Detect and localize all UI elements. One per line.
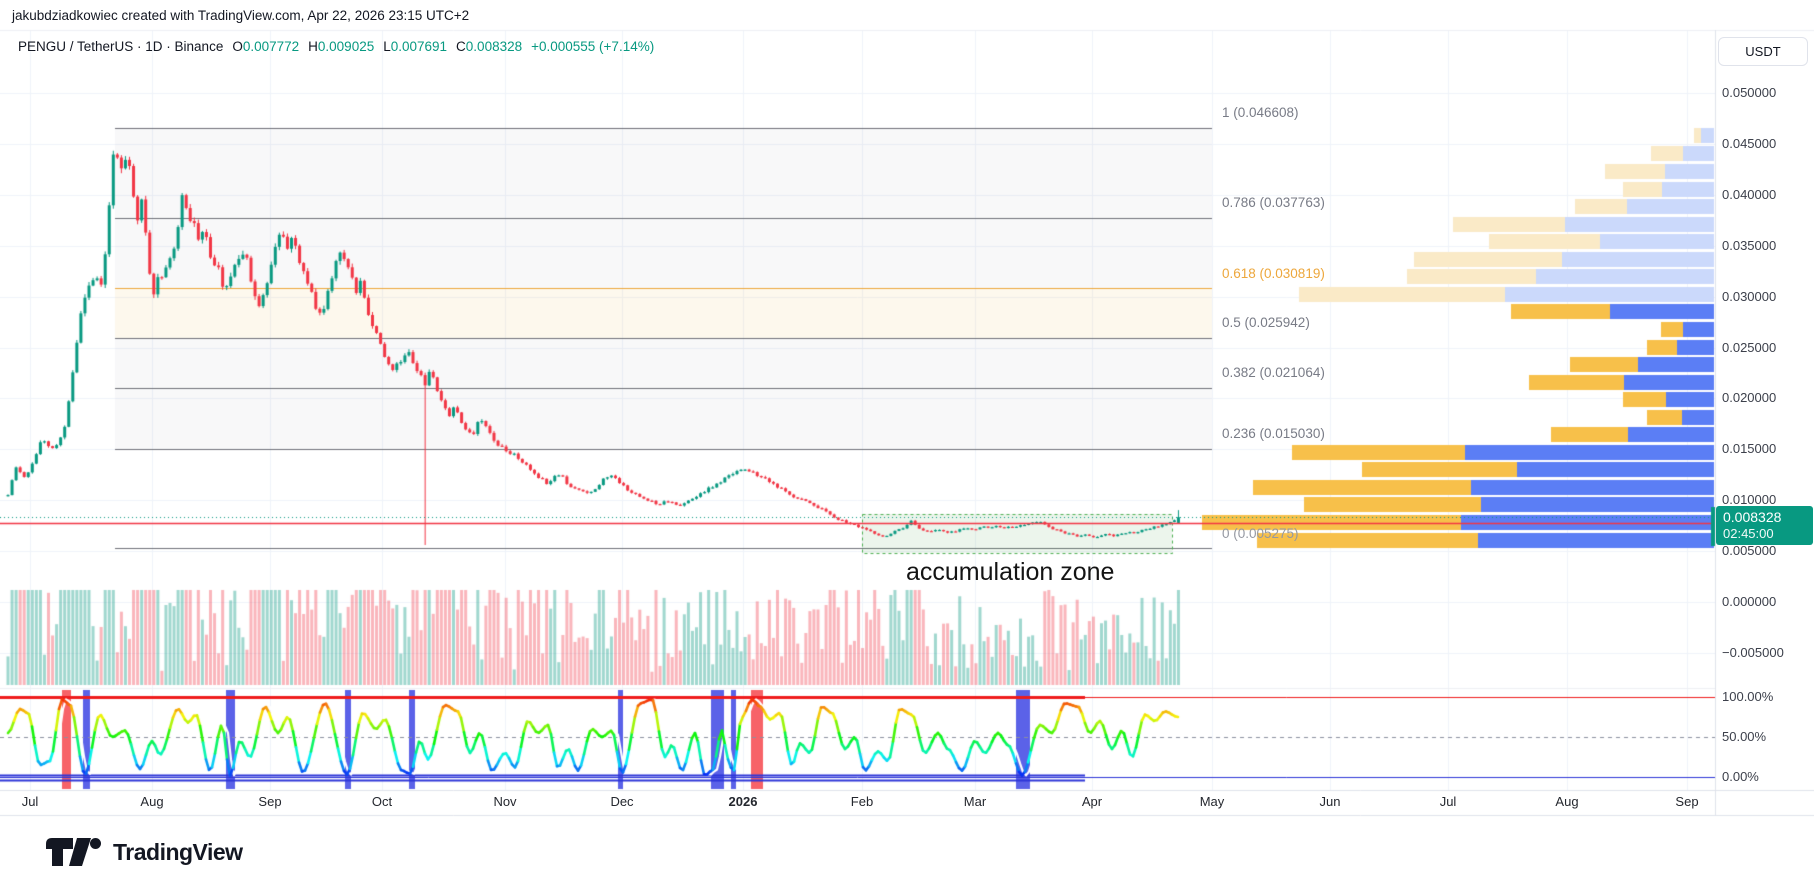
last-price-value: 0.008328: [1723, 509, 1782, 525]
time-tick-label: Jun: [1319, 794, 1341, 809]
time-tick-label: Sep: [258, 794, 282, 809]
tradingview-logo-icon[interactable]: [46, 838, 102, 866]
price-tick-label: 0.010000: [1722, 492, 1777, 508]
price-tick-label: 0.030000: [1722, 288, 1777, 304]
time-tick-label: 2026: [728, 794, 758, 809]
price-tick-label: 0.045000: [1722, 135, 1777, 151]
fib-level-label: 0.786 (0.037763): [1222, 195, 1325, 211]
fib-level-label: 0.382 (0.021064): [1222, 365, 1325, 381]
footer: TradingView: [46, 838, 243, 866]
fib-level-label: 0 (0.005275): [1222, 525, 1299, 541]
candle-countdown: 02:45:00: [1723, 526, 1774, 541]
legend-ohlc-value: 0.008328: [465, 39, 523, 54]
legend-ohlc-value: 0.007691: [390, 39, 448, 54]
percent-tick-label: 100.00%: [1722, 689, 1774, 704]
legend-ohlc-item: H0.009025: [308, 39, 374, 54]
symbol-title[interactable]: PENGU / TetherUS · 1D · Binance: [18, 39, 224, 54]
price-tick-label: 0.035000: [1722, 237, 1777, 253]
price-tick-label: 0.025000: [1722, 339, 1777, 355]
legend-ohlc-item: L0.007691: [383, 39, 447, 54]
tradingview-logo-text[interactable]: TradingView: [113, 838, 243, 865]
price-tick-label: 0.050000: [1722, 85, 1777, 100]
price-tick-label: −0.005000: [1722, 644, 1784, 660]
time-tick-label: Aug: [1555, 794, 1579, 809]
header-title: jakubdziadkowiec created with TradingVie…: [12, 7, 470, 23]
last-price-badge: 0.008328 02:45:00: [1716, 506, 1813, 545]
fib-level-label: 0.5 (0.025942): [1222, 315, 1310, 331]
time-tick-label: Aug: [140, 794, 164, 809]
fib-level-label: 0.618 (0.030819): [1222, 265, 1325, 281]
price-axis[interactable]: 0.050000 0.045000 0.040000 0.035000 0.030000…: [1715, 0, 1814, 896]
percent-tick-label: 0.00%: [1722, 769, 1759, 784]
time-tick-label: Nov: [493, 794, 517, 809]
time-axis[interactable]: Jul Aug Sep Oct Nov Dec 2026 Feb Mar Apr May Jun Jul…: [0, 791, 1715, 813]
currency-button[interactable]: USDT: [1718, 37, 1808, 66]
legend-ohlc-value: +0.000555 (+7.14%): [531, 39, 655, 54]
time-tick-label: Mar: [963, 794, 987, 809]
time-tick-label: Feb: [850, 794, 874, 809]
time-tick-label: Jul: [21, 794, 39, 809]
price-tick-label: 0.000000: [1722, 594, 1777, 609]
legend-ohlc-value: 0.007772: [242, 39, 300, 54]
header: jakubdziadkowiec created with TradingVie…: [0, 0, 1814, 30]
price-tick-label: 0.020000: [1722, 390, 1777, 406]
legend-ohlc-prefix: H: [308, 39, 318, 54]
legend-ohlc-item: +0.000555 (+7.14%): [531, 39, 654, 54]
fib-level-label: 0.236 (0.015030): [1222, 426, 1325, 442]
legend-ohlc-item: C0.008328: [456, 39, 522, 54]
legend-ohlc-value: 0.009025: [317, 39, 375, 54]
legend-ohlc-item: O0.007772: [232, 39, 299, 54]
legend-ohlc-prefix: O: [232, 39, 243, 54]
time-tick-label: Jul: [1439, 794, 1457, 809]
price-tick-label: 0.040000: [1722, 186, 1777, 202]
time-tick-label: Apr: [1081, 794, 1103, 809]
time-tick-label: Dec: [610, 794, 634, 809]
accumulation-zone-label: accumulation zone: [906, 558, 1115, 586]
time-tick-label: May: [1199, 794, 1225, 809]
symbol-legend: PENGU / TetherUS · 1D · Binance O0.00777…: [18, 39, 654, 54]
legend-ohlc-prefix: C: [456, 39, 466, 54]
time-tick-label: Sep: [1675, 794, 1699, 809]
percent-tick-label: 50.00%: [1722, 729, 1767, 744]
fib-level-label: 1 (0.046608): [1222, 105, 1299, 121]
price-tick-label: 0.005000: [1722, 543, 1777, 559]
time-tick-label: Oct: [371, 794, 393, 809]
legend-ohlc-prefix: L: [383, 39, 391, 54]
price-tick-label: 0.015000: [1722, 441, 1777, 457]
